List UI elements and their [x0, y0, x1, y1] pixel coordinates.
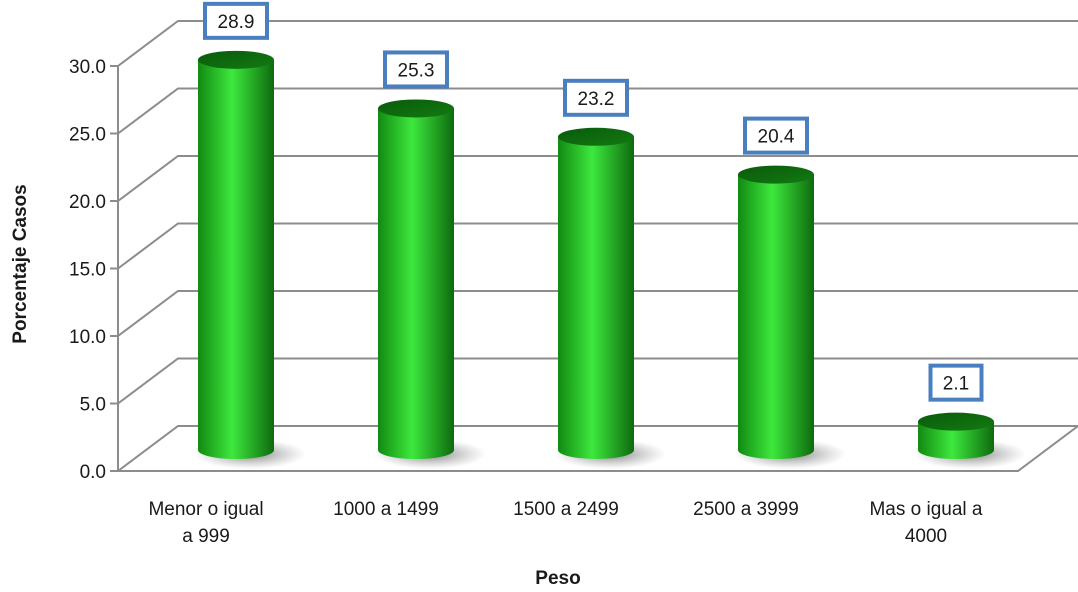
- category-label-line: 4000: [905, 526, 947, 547]
- y-tick-label: 30.0: [69, 57, 106, 78]
- data-label-box: [928, 363, 984, 402]
- data-label-text: 20.4: [758, 127, 795, 148]
- data-label: 28.9: [203, 1, 269, 40]
- data-label-box: [743, 116, 809, 155]
- y-tick-label: 10.0: [69, 327, 106, 348]
- category-label: 2500 a 3999: [693, 499, 799, 520]
- data-label-box: [383, 50, 449, 89]
- bar: [918, 421, 994, 459]
- category-label: Mas o igual a 4000: [869, 499, 982, 547]
- y-tick-label: 20.0: [69, 192, 106, 213]
- category-label: Menor o igual a 999: [148, 499, 263, 547]
- gridline: [117, 87, 1078, 135]
- data-label-text: 28.9: [218, 12, 255, 33]
- y-tick-label: 25.0: [69, 125, 106, 146]
- category-label-line: 1500 a 2499: [513, 499, 619, 520]
- category-label-line: Mas o igual a: [869, 499, 982, 520]
- data-label-text: 23.2: [578, 89, 615, 110]
- data-label-box: [203, 1, 269, 40]
- category-label-line: 2500 a 3999: [693, 499, 799, 520]
- bar-top: [198, 50, 274, 69]
- data-label-box: [563, 78, 629, 117]
- category-label-line: 1000 a 1499: [333, 499, 439, 520]
- bar: [198, 59, 274, 459]
- data-label-text: 2.1: [943, 374, 969, 395]
- data-labels: 28.9 25.3 23.2 20.4 2.1: [203, 1, 984, 402]
- bar-top: [918, 412, 994, 431]
- category-label-line: a 999: [182, 526, 230, 547]
- bar-top: [738, 165, 814, 184]
- bar: [738, 174, 814, 459]
- gridline: [117, 155, 1078, 202]
- x-axis-title: Peso: [535, 568, 580, 589]
- data-label: 25.3: [383, 50, 449, 89]
- bar-top: [378, 99, 454, 118]
- bar: [378, 108, 454, 459]
- category-labels: Menor o igual a 999 1000 a 1499 1500 a 2499…: [148, 499, 982, 547]
- y-tick-label: 0.0: [80, 462, 106, 483]
- data-label: 23.2: [563, 78, 629, 117]
- gridline: [117, 20, 1078, 67]
- data-label: 2.1: [928, 363, 984, 402]
- bar: [558, 136, 634, 459]
- y-tick-label: 5.0: [80, 395, 106, 416]
- y-tick-labels: 0.0 5.0 10.0 15.0 20.0 25.0 30.0: [69, 57, 106, 483]
- y-axis-title: Porcentaje Casos: [10, 184, 31, 343]
- data-label: 20.4: [743, 116, 809, 155]
- bar-top: [558, 127, 634, 146]
- data-label-text: 25.3: [398, 60, 435, 81]
- y-tick-label: 15.0: [69, 260, 106, 281]
- category-label: 1000 a 1499: [333, 499, 439, 520]
- category-label: 1500 a 2499: [513, 499, 619, 520]
- axes: [110, 65, 1078, 472]
- bars: [194, 50, 1026, 469]
- category-label-line: Menor o igual: [148, 499, 263, 520]
- floor-outline: [115, 425, 1078, 472]
